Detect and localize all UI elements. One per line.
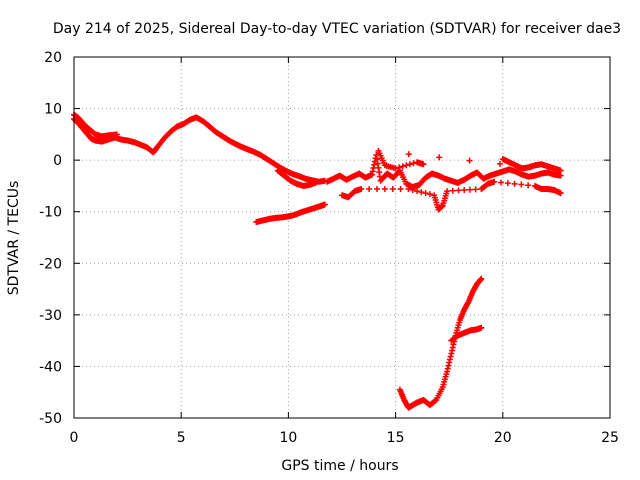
data-point — [525, 182, 532, 189]
data-point — [511, 180, 518, 187]
data-point — [426, 191, 433, 198]
data-point — [557, 190, 564, 197]
y-tick-label: 10 — [44, 102, 62, 118]
y-tick-label: -50 — [39, 411, 62, 427]
data-point — [396, 164, 403, 171]
x-axis-label: GPS time / hours — [281, 458, 398, 474]
data-point — [466, 186, 473, 193]
series-main-track — [71, 114, 328, 185]
y-tick-label: 0 — [53, 153, 62, 169]
data-point — [432, 397, 439, 404]
data-point — [527, 164, 534, 171]
data-point — [397, 186, 404, 193]
data-point — [478, 324, 485, 331]
data-point — [406, 161, 413, 168]
x-tick-label: 10 — [279, 430, 297, 446]
series-deep-drop — [396, 275, 485, 411]
data-point — [414, 188, 421, 195]
data-point — [374, 186, 381, 193]
x-tick-label: 0 — [70, 430, 79, 446]
y-tick-label: -40 — [39, 359, 62, 375]
series-lower-branch — [274, 167, 320, 189]
grid-layer — [74, 57, 610, 418]
tick-layer: 0 5 10 15 20 25 -50 -40 -30 -20 -10 0 10 20 — [39, 50, 619, 446]
data-point — [405, 151, 412, 158]
data-point — [518, 181, 525, 188]
x-tick-label: 25 — [601, 430, 619, 446]
data-point — [436, 154, 443, 161]
series-deep-drop-branch — [448, 324, 485, 344]
data-point — [399, 163, 406, 170]
data-point — [366, 186, 373, 193]
data-point — [496, 160, 503, 167]
data-point — [478, 275, 485, 282]
data-point — [420, 161, 427, 168]
x-tick-label: 5 — [177, 430, 186, 446]
y-axis-label: SDTVAR / TECUs — [6, 181, 22, 296]
series-afternoon-cluster — [323, 151, 564, 190]
y-tick-label: -20 — [39, 256, 62, 272]
y-tick-label: -10 — [39, 205, 62, 221]
data-point — [444, 188, 451, 195]
y-tick-label: -30 — [39, 308, 62, 324]
data-point — [472, 186, 479, 193]
data-point — [455, 187, 462, 194]
data-point — [498, 179, 505, 186]
chart-title: Day 214 of 2025, Sidereal Day-to-day VTE… — [53, 21, 621, 37]
series-afternoon-lower — [339, 178, 564, 213]
data-point — [461, 187, 468, 194]
data-point — [491, 178, 498, 185]
data-point — [389, 186, 396, 193]
data-point — [405, 186, 412, 193]
data-point — [557, 172, 564, 179]
data-point — [409, 187, 416, 194]
data-point — [381, 186, 388, 193]
data-point — [422, 190, 429, 197]
data-point — [418, 189, 425, 196]
x-tick-label: 20 — [494, 430, 512, 446]
data-layer — [71, 111, 564, 411]
series-evening-band — [253, 201, 328, 226]
data-point — [392, 165, 399, 172]
data-point — [313, 179, 320, 186]
data-point — [504, 180, 511, 187]
data-point — [113, 131, 120, 138]
x-tick-label: 15 — [387, 430, 405, 446]
y-tick-label: 20 — [44, 50, 62, 66]
data-point — [466, 157, 473, 164]
data-point — [321, 201, 328, 208]
data-point — [358, 186, 365, 193]
data-point — [449, 187, 456, 194]
series-afternoon-upper — [375, 147, 564, 174]
data-point — [557, 167, 564, 174]
plot-frame — [73, 56, 611, 419]
data-point — [403, 162, 410, 169]
